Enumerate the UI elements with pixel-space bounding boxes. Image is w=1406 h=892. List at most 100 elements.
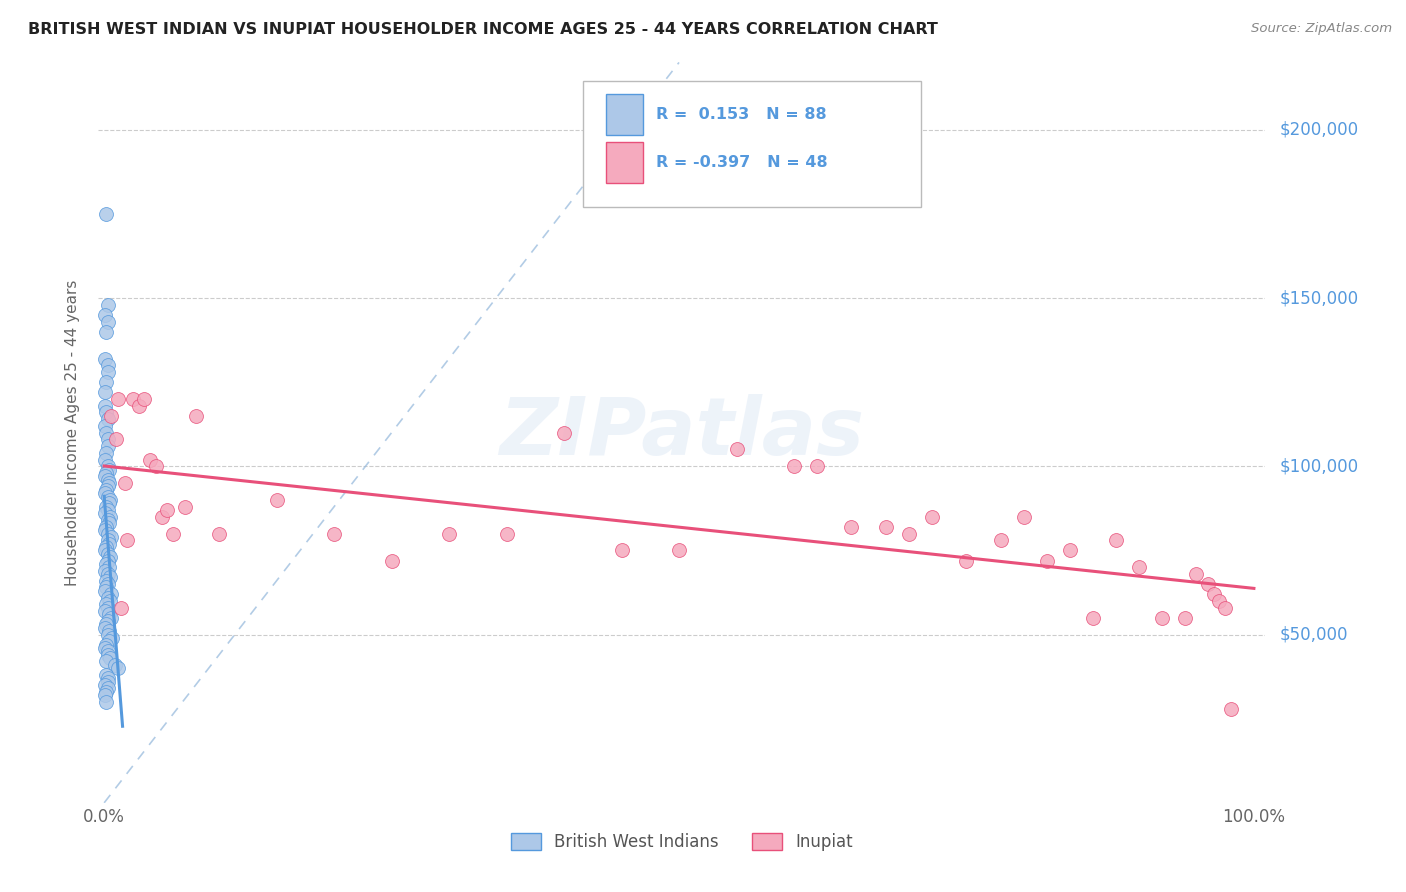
Point [437, 526, 460, 541]
Point [97, 644, 120, 658]
Point [97, 553, 120, 567]
Point [96, 540, 118, 554]
Point [96, 500, 118, 514]
Point [841, 520, 863, 534]
Text: R = -0.397   N = 48: R = -0.397 N = 48 [657, 155, 828, 169]
Point [1012, 509, 1035, 524]
Text: ZIPatlas: ZIPatlas [499, 393, 865, 472]
Point [100, 530, 122, 544]
Point [96, 207, 118, 221]
Point [97, 459, 120, 474]
Text: $200,000: $200,000 [1279, 120, 1358, 139]
Text: R =  0.153   N = 88: R = 0.153 N = 88 [657, 107, 827, 122]
Point [94, 452, 117, 467]
Point [94, 399, 117, 413]
Point [990, 533, 1012, 548]
Point [97, 681, 120, 696]
Point [97, 560, 120, 574]
Legend: British West Indians, Inupiat: British West Indians, Inupiat [505, 826, 859, 857]
Point [96, 638, 118, 652]
Point [115, 533, 138, 548]
Point [495, 526, 517, 541]
Point [96, 557, 118, 571]
Point [97, 516, 120, 531]
Point [96, 405, 118, 419]
Point [94, 640, 117, 655]
Point [1105, 533, 1128, 548]
Point [186, 409, 208, 423]
Point [97, 462, 120, 476]
Point [96, 574, 118, 588]
Point [122, 392, 145, 406]
Point [97, 503, 120, 517]
Point [94, 418, 117, 433]
Point [100, 610, 122, 624]
Point [100, 409, 122, 423]
Point [94, 486, 117, 500]
Point [94, 688, 117, 702]
Point [100, 587, 122, 601]
Point [96, 695, 118, 709]
Point [97, 496, 120, 510]
Point [94, 543, 117, 558]
Point [96, 483, 118, 497]
Point [107, 661, 129, 675]
Point [96, 425, 118, 440]
Point [97, 526, 120, 541]
Point [128, 399, 150, 413]
Point [114, 476, 136, 491]
Point [898, 526, 921, 541]
Point [97, 648, 120, 662]
Point [156, 503, 179, 517]
Point [1185, 566, 1208, 581]
Point [96, 446, 118, 460]
Point [94, 385, 117, 400]
Point [96, 520, 118, 534]
Point [98, 492, 121, 507]
Point [96, 581, 118, 595]
Point [1197, 577, 1219, 591]
Point [96, 597, 118, 611]
Point [107, 392, 129, 406]
Point [98, 550, 121, 565]
Point [1128, 560, 1150, 574]
Point [94, 621, 117, 635]
Point [97, 365, 120, 379]
Point [668, 543, 690, 558]
Text: Source: ZipAtlas.com: Source: ZipAtlas.com [1251, 22, 1392, 36]
Point [97, 547, 120, 561]
Text: BRITISH WEST INDIAN VS INUPIAT HOUSEHOLDER INCOME AGES 25 - 44 YEARS CORRELATION: BRITISH WEST INDIAN VS INUPIAT HOUSEHOLD… [28, 22, 938, 37]
Point [921, 509, 943, 524]
Point [97, 671, 120, 685]
Point [97, 473, 120, 487]
Point [103, 657, 125, 672]
Point [97, 412, 120, 426]
Point [1213, 600, 1236, 615]
Text: $150,000: $150,000 [1279, 289, 1358, 307]
Point [97, 476, 120, 491]
Point [94, 583, 117, 598]
Point [94, 507, 117, 521]
Point [97, 577, 120, 591]
Point [97, 513, 120, 527]
Point [145, 459, 167, 474]
Point [1059, 543, 1081, 558]
Point [94, 308, 117, 322]
Point [96, 668, 118, 682]
Point [97, 627, 120, 641]
Point [1036, 553, 1059, 567]
Point [101, 631, 124, 645]
Point [1150, 610, 1173, 624]
Point [553, 425, 575, 440]
Point [97, 674, 120, 689]
Point [97, 566, 120, 581]
Point [110, 600, 132, 615]
Point [98, 509, 121, 524]
Point [94, 678, 117, 692]
Point [98, 570, 121, 584]
Point [94, 469, 117, 483]
Point [134, 392, 156, 406]
Point [806, 459, 828, 474]
Point [208, 526, 231, 541]
Point [1219, 701, 1241, 715]
